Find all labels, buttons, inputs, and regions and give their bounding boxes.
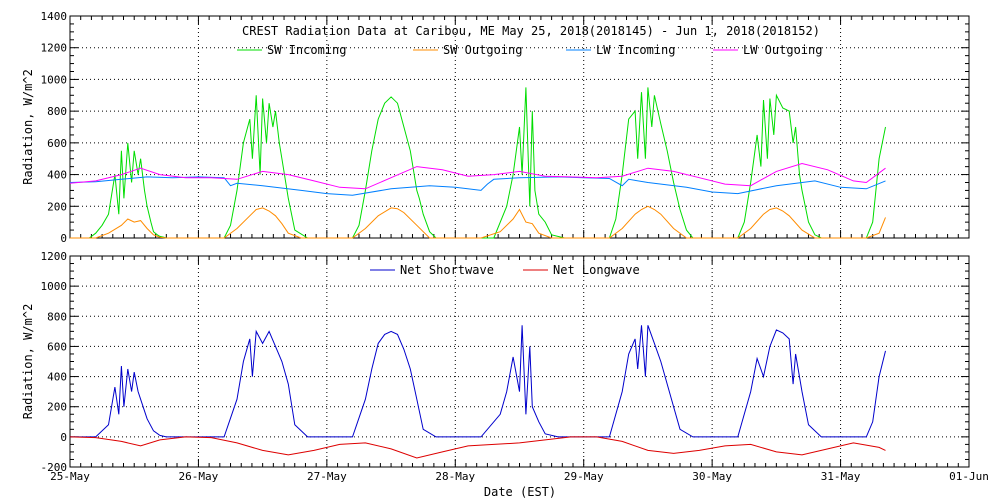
bottom-y-axis: -200 0 200 400 600 800 1000 1200 [41, 250, 969, 474]
y-tick-label: 200 [47, 401, 67, 414]
x-tick-label: 01-Jun [949, 470, 989, 483]
y-tick-label: -200 [41, 461, 68, 474]
legend-label: Net Longwave [553, 263, 640, 277]
x-tick-label: 29-May [564, 470, 604, 483]
lw-incoming-line [69, 176, 886, 196]
top-gridlines [70, 16, 969, 238]
x-tick-label: 28-May [435, 470, 475, 483]
x-axis-label: Date (EST) [484, 485, 556, 499]
y-tick-label: 1200 [41, 250, 68, 263]
chart-title: CREST Radiation Data at Caribou, ME May … [242, 24, 820, 38]
top-panel: 0 200 400 600 800 1000 1200 1400 Radiation, W/m^… [21, 10, 970, 245]
top-y-axis: 0 200 400 600 800 1000 1200 1400 [41, 10, 969, 245]
y-tick-label: 800 [47, 310, 67, 323]
bottom-gridlines [70, 256, 969, 467]
y-tick-label: 200 [47, 200, 67, 213]
y-tick-label: 600 [47, 137, 67, 150]
y-tick-label: 800 [47, 105, 67, 118]
legend-item-lw-incoming: LW Incoming [566, 43, 675, 57]
x-tick-label: 26-May [179, 470, 219, 483]
x-tick-label: 30-May [692, 470, 732, 483]
y-tick-label: 600 [47, 340, 67, 353]
x-tick-label: 27-May [307, 470, 347, 483]
net-longwave-line [69, 436, 886, 459]
y-tick-label: 400 [47, 169, 67, 182]
y-tick-label: 400 [47, 371, 67, 384]
legend-item-net-shortwave: Net Shortwave [370, 263, 494, 277]
bottom-plot-frame [69, 255, 970, 468]
y-tick-label: 1000 [41, 73, 68, 86]
legend-label: Net Shortwave [400, 263, 494, 277]
legend-label: SW Outgoing [443, 43, 522, 57]
top-series-group [69, 87, 886, 239]
legend-item-lw-outgoing: LW Outgoing [713, 43, 822, 57]
bottom-y-axis-label: Radiation, W/m^2 [21, 304, 35, 420]
y-tick-label: 1400 [41, 10, 68, 23]
bottom-series-group [69, 325, 886, 459]
sw-outgoing-line [70, 205, 886, 239]
legend-label: SW Incoming [267, 43, 346, 57]
legend-label: LW Outgoing [743, 43, 822, 57]
y-tick-label: 0 [60, 431, 67, 444]
x-tick-label: 31-May [821, 470, 861, 483]
bottom-panel: -200 0 200 400 600 800 1000 1200 25-May 26-May 27-… [21, 250, 989, 483]
sw-incoming-line [70, 87, 886, 239]
legend-label: LW Incoming [596, 43, 675, 57]
top-x-axis [69, 16, 970, 238]
lw-outgoing-line [69, 162, 886, 190]
y-tick-label: 1000 [41, 280, 68, 293]
bottom-legend: Net Shortwave Net Longwave [370, 263, 640, 277]
legend-item-sw-outgoing: SW Outgoing [413, 43, 522, 57]
y-tick-label: 1200 [41, 42, 68, 55]
y-tick-label: 0 [60, 232, 67, 245]
bottom-x-axis: 25-May 26-May 27-May 28-May 29-May 30-May 31-M… [50, 256, 989, 483]
x-tick-label: 25-May [50, 470, 90, 483]
legend-item-sw-incoming: SW Incoming [237, 43, 346, 57]
top-y-axis-label: Radiation, W/m^2 [21, 69, 35, 185]
net-shortwave-line [70, 325, 886, 438]
top-legend: SW Incoming SW Outgoing LW Incoming LW Outg… [237, 43, 822, 57]
legend-item-net-longwave: Net Longwave [523, 263, 640, 277]
